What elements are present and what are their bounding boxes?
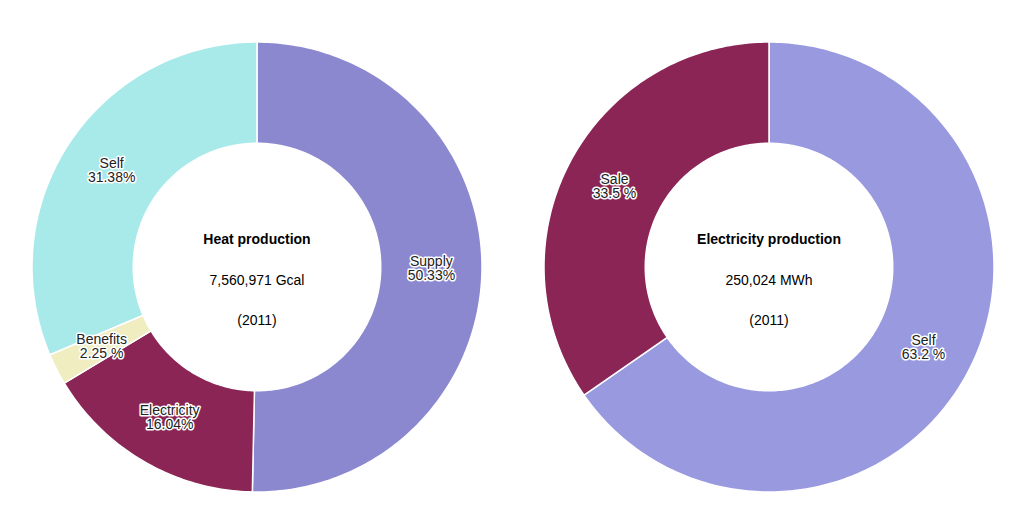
svg-text:(2011): (2011) [237,312,276,328]
svg-text:(2011): (2011) [749,312,788,328]
svg-text:Electricity production: Electricity production [697,231,841,247]
svg-text:Supply50.33%: Supply50.33% [407,253,454,283]
svg-text:7,560,971 Gcal: 7,560,971 Gcal [209,271,304,287]
svg-text:250,024 MWh: 250,024 MWh [725,271,812,287]
svg-text:Sale33.5 %: Sale33.5 % [592,170,636,200]
svg-text:Benefits2.25 %: Benefits2.25 % [76,330,127,360]
svg-text:Self63.2 %: Self63.2 % [901,332,945,362]
svg-text:Electricity16.04%: Electricity16.04% [139,402,199,432]
svg-text:Self31.38%: Self31.38% [87,155,134,185]
svg-text:Heat production: Heat production [203,231,310,247]
